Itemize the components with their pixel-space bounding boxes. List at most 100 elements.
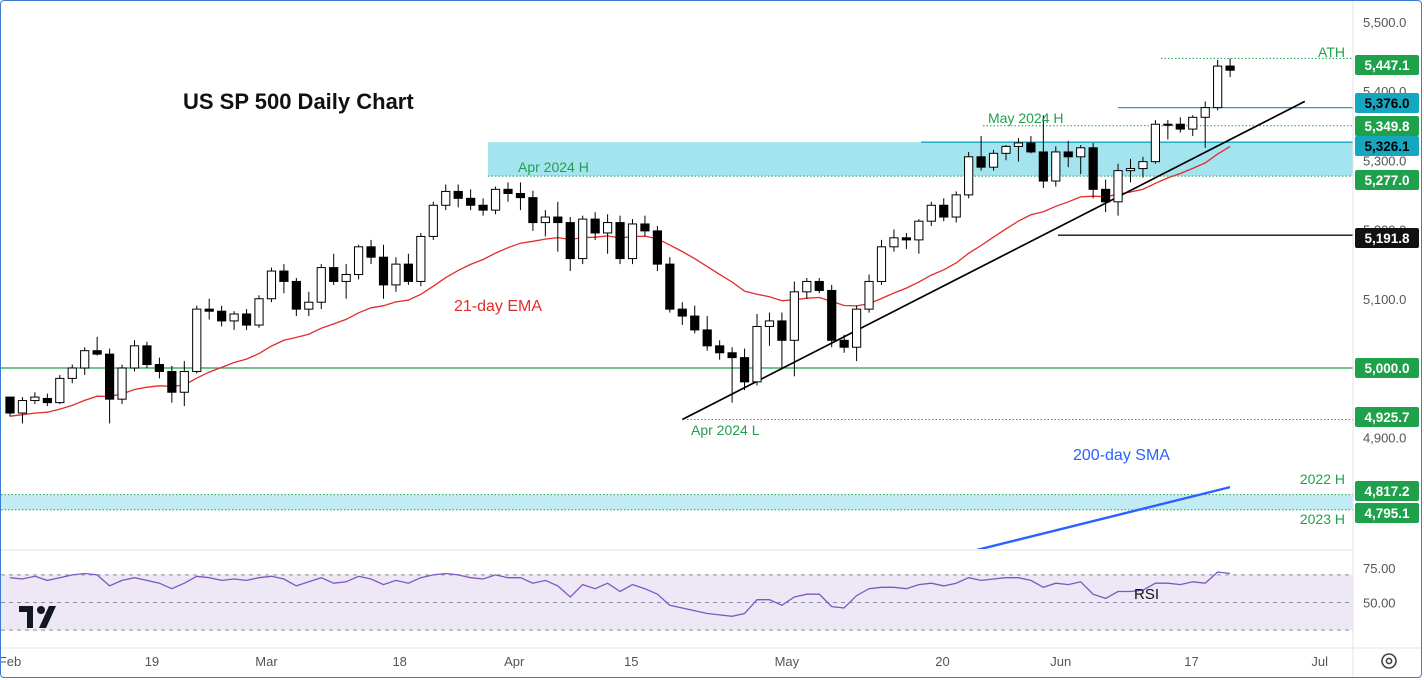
- candle: [92, 336, 102, 356]
- candle-body: [627, 223, 638, 260]
- candle-body: [540, 216, 550, 224]
- price-badge: 4,795.1: [1355, 503, 1419, 523]
- candle-body: [640, 223, 650, 232]
- price-badge-label: 5,326.1: [1364, 139, 1410, 154]
- candle-body: [217, 310, 227, 322]
- candle-body: [80, 350, 90, 369]
- price-badge: 4,925.7: [1355, 407, 1419, 427]
- price-tick-label: 5,300.0: [1363, 153, 1406, 168]
- candle: [988, 149, 999, 171]
- candle: [279, 264, 289, 294]
- price-badge: 5,191.8: [1355, 228, 1419, 248]
- candle: [1088, 142, 1098, 199]
- price-tick-label: 5,500.0: [1363, 15, 1406, 30]
- price-badge-bg: [1355, 116, 1419, 136]
- candle-body: [466, 197, 476, 206]
- candle-body: [839, 339, 849, 348]
- candle: [964, 151, 974, 199]
- candle: [1175, 117, 1185, 133]
- candle: [30, 392, 40, 405]
- candle-body: [1051, 151, 1061, 182]
- candle-body: [291, 280, 301, 310]
- candle: [378, 244, 389, 299]
- candle-body: [204, 308, 214, 312]
- candle-body: [254, 298, 264, 326]
- candle: [1163, 120, 1173, 140]
- candle-body: [30, 396, 40, 402]
- rsi-tick-label: 50.00: [1363, 596, 1396, 611]
- price-badge-label: 4,817.2: [1364, 484, 1409, 499]
- candle-body: [229, 313, 239, 322]
- candle: [1076, 145, 1086, 175]
- candle-body: [105, 353, 115, 400]
- time-tick-label: Jul: [1311, 654, 1328, 669]
- candle: [1213, 59, 1223, 111]
- zones-layer: [1, 142, 1353, 510]
- candle-body: [67, 367, 77, 379]
- price-badge-bg: [1355, 55, 1419, 75]
- candle: [640, 215, 650, 237]
- candle: [192, 305, 202, 374]
- candle: [1138, 156, 1148, 178]
- candle-body: [1038, 151, 1048, 182]
- candle: [129, 340, 140, 372]
- candle-body: [988, 152, 999, 168]
- candle: [652, 226, 662, 272]
- candle: [105, 348, 115, 424]
- candle: [976, 136, 986, 171]
- time-tick-label: 18: [392, 654, 406, 669]
- candle: [752, 313, 762, 386]
- candle-body: [677, 308, 687, 317]
- candle-body: [192, 308, 202, 372]
- candle: [217, 305, 227, 327]
- candle-body: [391, 263, 401, 286]
- candle: [627, 219, 638, 265]
- ema-label: 21-day EMA: [454, 298, 542, 315]
- time-tick-label: 17: [1184, 654, 1198, 669]
- candle: [827, 284, 837, 348]
- candle: [55, 374, 65, 405]
- candle: [914, 219, 924, 254]
- candle-body: [1175, 123, 1185, 130]
- candle-body: [553, 216, 563, 224]
- candle-body: [515, 192, 526, 199]
- price-badge-label: 5,000.0: [1364, 361, 1409, 376]
- price-badge-bg: [1355, 93, 1419, 113]
- candle-body: [702, 329, 712, 347]
- candle: [1001, 145, 1011, 161]
- candle-body: [1225, 65, 1235, 71]
- candle-body: [578, 218, 588, 260]
- candle-body: [964, 156, 974, 196]
- candle: [515, 182, 526, 211]
- price-badge: 5,376.0: [1355, 93, 1419, 113]
- candle-body: [1063, 151, 1073, 158]
- price-badge-label: 5,447.1: [1364, 58, 1410, 73]
- price-badge-bg: [1355, 358, 1419, 378]
- candle-body: [926, 204, 936, 222]
- candle: [391, 257, 401, 292]
- candle: [1225, 58, 1235, 78]
- candle: [42, 393, 52, 407]
- candle-body: [428, 204, 438, 237]
- candle-body: [690, 315, 700, 331]
- candle: [764, 312, 775, 346]
- price-badge-label: 4,925.7: [1364, 410, 1409, 425]
- candle: [354, 244, 364, 280]
- candle-body: [366, 246, 376, 258]
- ema-21-line: [9, 145, 1231, 417]
- tradingview-logo-icon[interactable]: [19, 606, 56, 628]
- candle: [677, 302, 687, 326]
- candle-body: [490, 188, 501, 211]
- time-tick-label: Mar: [255, 654, 278, 669]
- candle-body: [129, 345, 140, 369]
- candle: [453, 184, 463, 208]
- candle: [1038, 115, 1048, 188]
- candle: [490, 186, 501, 215]
- gear-icon[interactable]: [1381, 653, 1397, 669]
- candle-body: [901, 237, 911, 241]
- candle: [466, 189, 476, 211]
- candle-body: [852, 308, 862, 348]
- candle-body: [1013, 142, 1024, 147]
- price-badges-layer: 5,447.1 5,376.0 5,349.8 5,326.1 5,277.0 5,191…: [1355, 55, 1419, 523]
